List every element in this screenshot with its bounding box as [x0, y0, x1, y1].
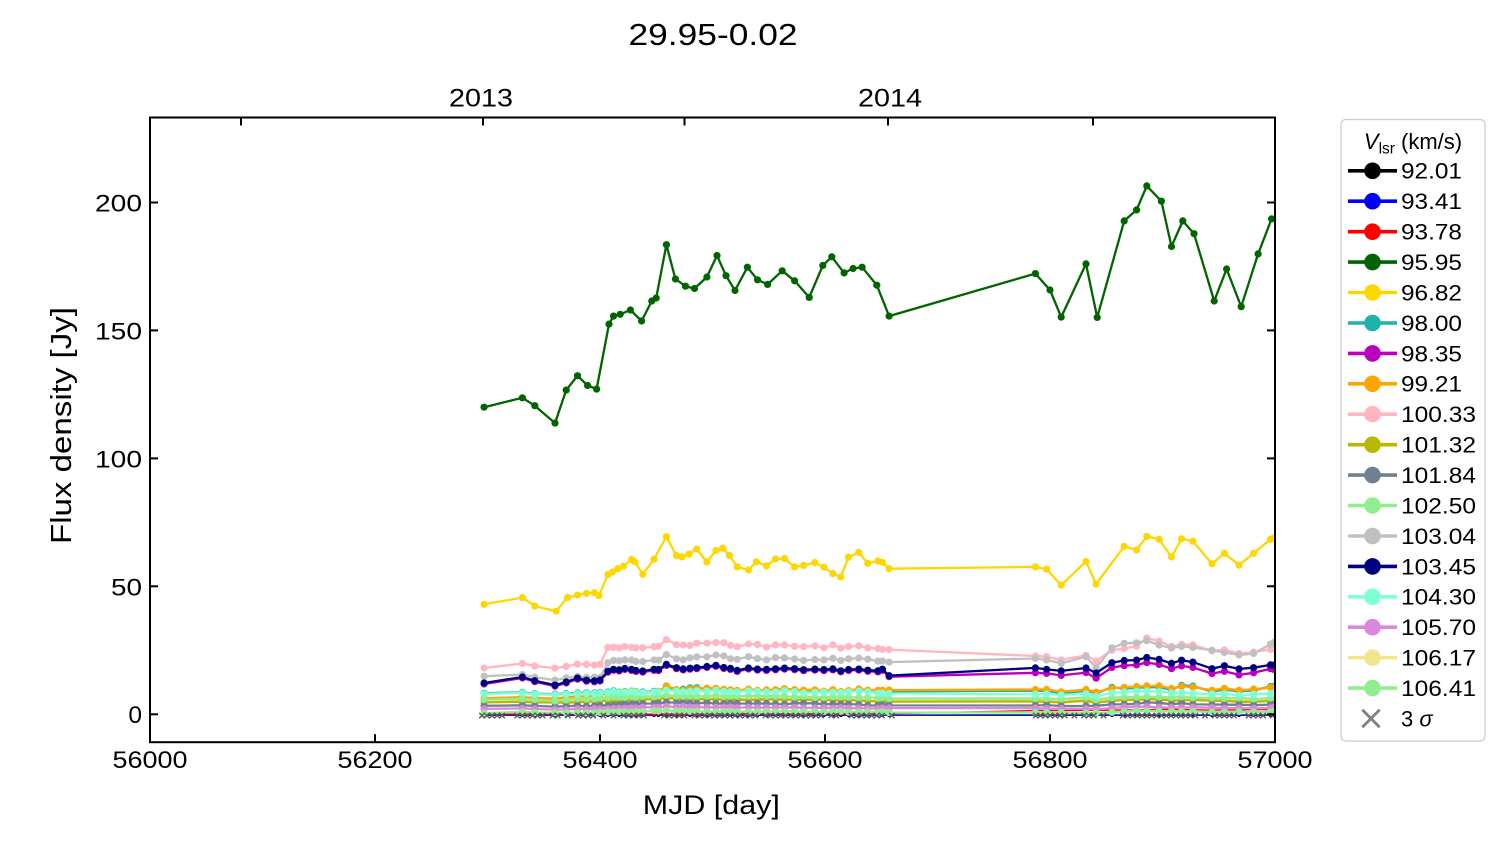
svg-text:103.45: 103.45 [1401, 554, 1476, 579]
svg-text:56600: 56600 [788, 747, 863, 774]
svg-text:98.35: 98.35 [1401, 341, 1462, 366]
svg-text:29.95-0.02: 29.95-0.02 [629, 17, 798, 52]
svg-text:93.41: 93.41 [1401, 189, 1462, 214]
svg-text:56200: 56200 [338, 747, 413, 774]
svg-text:102.50: 102.50 [1401, 493, 1476, 518]
svg-text:2013: 2013 [449, 85, 513, 113]
svg-text:56400: 56400 [563, 747, 638, 774]
svg-text:Vlsr (km/s): Vlsr (km/s) [1364, 129, 1462, 158]
svg-text:104.30: 104.30 [1401, 585, 1476, 610]
svg-text:95.95: 95.95 [1401, 250, 1462, 275]
svg-text:3 σ: 3 σ [1401, 706, 1433, 731]
svg-text:50: 50 [111, 574, 142, 601]
svg-text:106.17: 106.17 [1401, 646, 1476, 671]
svg-text:100: 100 [95, 446, 142, 473]
svg-text:100.33: 100.33 [1401, 402, 1476, 427]
svg-text:200: 200 [95, 190, 142, 217]
svg-text:57000: 57000 [1238, 747, 1313, 774]
svg-text:92.01: 92.01 [1401, 159, 1462, 184]
svg-text:2014: 2014 [858, 85, 922, 113]
svg-text:101.84: 101.84 [1401, 463, 1476, 488]
svg-text:96.82: 96.82 [1401, 280, 1462, 305]
svg-text:150: 150 [95, 318, 142, 345]
svg-text:106.41: 106.41 [1401, 676, 1476, 701]
svg-text:0: 0 [128, 702, 142, 729]
svg-text:Flux density [Jy]: Flux density [Jy] [46, 307, 78, 544]
svg-text:99.21: 99.21 [1401, 372, 1462, 397]
svg-text:56800: 56800 [1013, 747, 1088, 774]
svg-text:93.78: 93.78 [1401, 220, 1462, 245]
svg-text:105.70: 105.70 [1401, 615, 1476, 640]
svg-text:103.04: 103.04 [1401, 524, 1476, 549]
svg-text:56000: 56000 [113, 747, 188, 774]
svg-text:MJD [day]: MJD [day] [643, 790, 780, 820]
svg-text:101.32: 101.32 [1401, 433, 1476, 458]
svg-text:98.00: 98.00 [1401, 311, 1462, 336]
